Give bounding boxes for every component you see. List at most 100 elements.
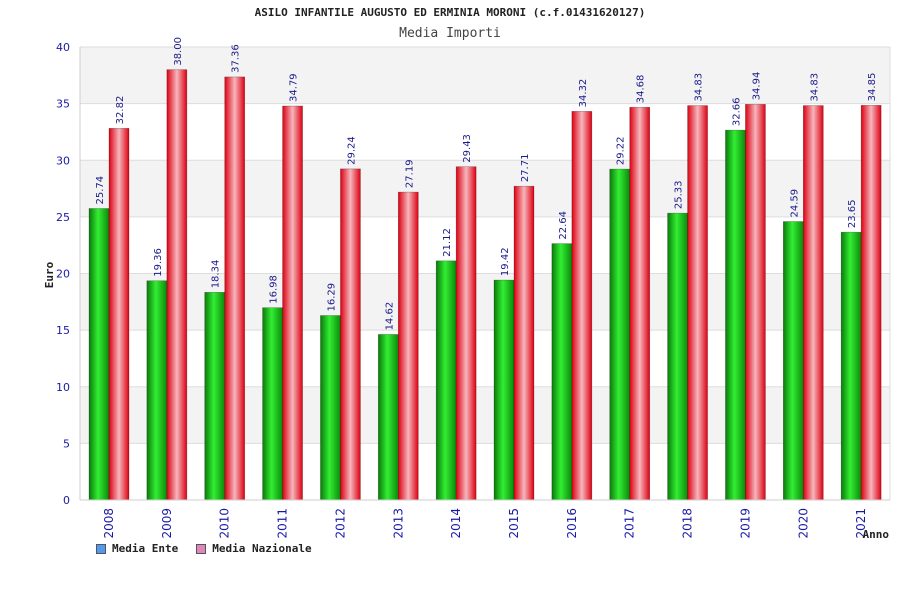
x-tick-label: 2015 [507, 508, 521, 539]
data-label-nazionale: 34.83 [694, 73, 705, 102]
data-label-nazionale: 34.32 [578, 79, 589, 108]
bar-media-nazionale [513, 185, 535, 501]
bar-media-nazionale [224, 76, 246, 501]
y-tick-label: 10 [56, 381, 70, 394]
bar-media-nazionale [745, 104, 766, 501]
bar-media-nazionale [166, 69, 188, 501]
data-label-nazionale: 34.85 [867, 73, 878, 102]
x-tick-label: 2011 [276, 508, 290, 539]
chart-subtitle: Media Importi [399, 26, 501, 41]
legend-swatch-ente [96, 543, 106, 554]
bar-media-ente [204, 291, 226, 501]
y-tick-label: 5 [63, 437, 70, 450]
bar-media-ente [377, 334, 399, 501]
bar-media-nazionale [455, 166, 477, 501]
data-label-ente: 24.59 [789, 189, 800, 218]
y-tick-label: 25 [56, 211, 70, 224]
y-tick-label: 20 [56, 268, 70, 281]
bar-media-nazionale [571, 111, 593, 501]
bar-media-nazionale [802, 105, 824, 501]
plot-band [80, 160, 890, 217]
chart-title: ASILO INFANTILE AUGUSTO ED ERMINIA MORON… [255, 6, 646, 19]
x-tick-label: 2018 [681, 508, 695, 539]
y-tick-label: 0 [63, 494, 70, 507]
legend: Media Ente Media Nazionale [96, 542, 312, 555]
data-label-ente: 14.62 [384, 302, 395, 331]
axes [79, 47, 891, 501]
data-label-nazionale: 34.68 [636, 75, 647, 104]
x-tick-label: 2016 [565, 508, 579, 539]
bar-media-nazionale [282, 105, 303, 501]
x-tick-labels: 2008 2009 2010 2011 2012 2013 2014 2015 2016 2017… [102, 508, 868, 539]
x-tick-label: 2013 [391, 508, 405, 539]
bar-media-nazionale [687, 105, 708, 501]
legend-item-ente: Media Ente [96, 542, 178, 555]
legend-label-nazionale: Media Nazionale [212, 542, 312, 555]
bar-media-ente [146, 280, 168, 501]
bar-media-ente [493, 279, 515, 501]
data-label-ente: 18.34 [211, 260, 222, 289]
bar-media-ente [551, 243, 573, 501]
data-label-nazionale: 29.43 [462, 134, 473, 163]
data-label-ente: 25.33 [674, 180, 685, 209]
data-label-ente: 16.98 [269, 275, 280, 304]
bar-media-nazionale [340, 168, 361, 501]
x-tick-label: 2017 [623, 508, 637, 539]
x-axis-label: Anno [863, 528, 890, 541]
bar-media-nazionale [629, 106, 651, 501]
data-label-nazionale: 38.00 [173, 37, 184, 66]
data-label-nazionale: 37.36 [231, 44, 242, 73]
y-tick-label: 30 [56, 154, 70, 167]
data-label-ente: 23.65 [847, 200, 858, 229]
bar-media-ente [88, 208, 110, 501]
data-label-nazionale: 29.24 [346, 136, 357, 165]
legend-item-nazionale: Media Nazionale [196, 542, 312, 555]
bar-media-ente [435, 260, 457, 501]
x-tick-label: 2008 [102, 508, 116, 539]
y-tick-label: 35 [56, 98, 70, 111]
plot-band [80, 47, 890, 104]
bars [88, 69, 882, 501]
data-label-nazionale: 34.83 [809, 73, 820, 102]
bar-media-ente [782, 221, 804, 501]
x-tick-label: 2009 [160, 508, 174, 539]
plot-band [80, 386, 890, 444]
plot-band [80, 273, 890, 331]
bar-media-nazionale [397, 191, 419, 501]
x-tick-label: 2019 [738, 508, 752, 539]
x-tick-label: 2021 [854, 508, 868, 539]
y-axis-label: Euro [43, 261, 56, 288]
data-label-ente: 19.36 [153, 248, 164, 277]
bar-media-ente [667, 212, 688, 501]
data-label-nazionale: 27.19 [404, 159, 415, 188]
data-label-ente: 19.42 [500, 247, 511, 276]
bar-media-ente [840, 231, 862, 501]
legend-label-ente: Media Ente [112, 542, 179, 555]
data-labels: 25.74 32.82 19.36 38.00 18.34 37.36 16.98 34.79… [95, 37, 878, 330]
y-tick-label: 40 [56, 41, 70, 54]
data-label-nazionale: 34.79 [289, 73, 300, 102]
data-label-ente: 32.66 [731, 97, 742, 126]
data-label-ente: 29.22 [616, 136, 627, 165]
bar-media-ente [725, 129, 746, 501]
data-label-nazionale: 32.82 [115, 96, 126, 125]
data-label-nazionale: 27.71 [520, 154, 531, 183]
x-tick-label: 2020 [796, 508, 810, 539]
data-label-ente: 25.74 [95, 176, 106, 205]
bar-media-ente [262, 307, 283, 501]
x-tick-label: 2012 [333, 508, 347, 539]
data-label-nazionale: 34.94 [751, 72, 762, 101]
x-tick-label: 2010 [218, 508, 232, 539]
bar-media-ente [609, 168, 631, 501]
bar-media-nazionale [108, 128, 130, 501]
y-tick-labels: 0 5 10 15 20 25 30 35 40 [56, 41, 70, 507]
data-label-ente: 22.64 [558, 211, 569, 240]
y-tick-label: 15 [56, 324, 70, 337]
x-tick-label: 2014 [449, 508, 463, 539]
bar-media-nazionale [860, 105, 882, 501]
legend-swatch-nazionale [196, 543, 207, 554]
data-label-ente: 16.29 [326, 283, 337, 312]
data-label-ente: 21.12 [442, 228, 453, 257]
bar-media-ente [320, 315, 341, 501]
